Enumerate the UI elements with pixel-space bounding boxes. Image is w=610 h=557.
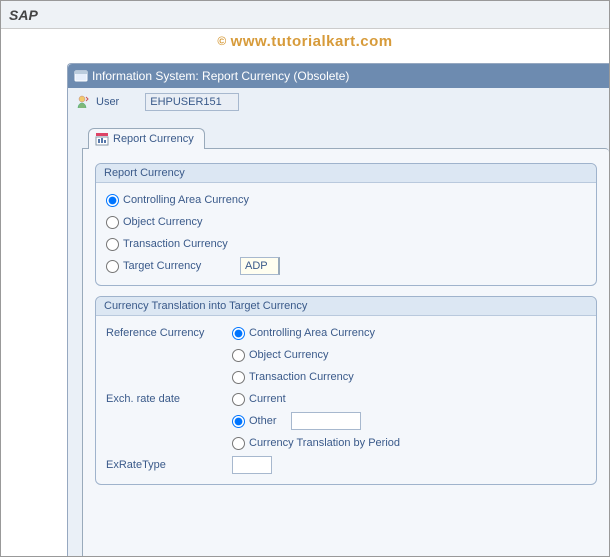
app-titlebar: SAP (1, 1, 609, 29)
group-report-currency: Report Currency Controlling Area Currenc… (95, 163, 597, 286)
radio-date-other[interactable]: Other (232, 415, 277, 428)
window-title: Information System: Report Currency (Obs… (92, 69, 349, 83)
user-row: User (68, 88, 609, 116)
report-icon (95, 132, 109, 146)
radio-controlling-area-currency[interactable]: Controlling Area Currency (106, 194, 249, 207)
radio-label: Currency Translation by Period (249, 437, 400, 449)
radio-input[interactable] (232, 437, 245, 450)
radio-label: Transaction Currency (123, 238, 228, 250)
watermark-text: www.tutorialkart.com (231, 33, 393, 50)
radio-label: Object Currency (123, 216, 202, 228)
radio-label: Controlling Area Currency (123, 194, 249, 206)
radio-ref-controlling[interactable]: Controlling Area Currency (232, 327, 375, 340)
target-currency-input[interactable] (240, 257, 280, 275)
tab-label: Report Currency (113, 133, 194, 145)
window-icon (74, 69, 88, 83)
radio-label: Object Currency (249, 349, 328, 361)
radio-input[interactable] (232, 371, 245, 384)
app-title: SAP (9, 7, 38, 23)
watermark: © www.tutorialkart.com (1, 29, 609, 53)
radio-input[interactable] (232, 327, 245, 340)
other-date-input[interactable] (291, 412, 361, 430)
group2-title: Currency Translation into Target Currenc… (96, 297, 596, 316)
radio-input[interactable] (106, 194, 119, 207)
window-titlebar: Information System: Report Currency (Obs… (68, 64, 609, 88)
user-input[interactable] (145, 93, 239, 111)
user-label: User (96, 96, 119, 108)
radio-transaction-currency[interactable]: Transaction Currency (106, 238, 228, 251)
radio-label: Transaction Currency (249, 371, 354, 383)
radio-label: Other (249, 415, 277, 427)
exratetype-label: ExRateType (106, 459, 232, 471)
radio-input[interactable] (232, 349, 245, 362)
radio-input[interactable] (106, 238, 119, 251)
workspace: Information System: Report Currency (Obs… (67, 63, 609, 556)
exch-rate-date-label: Exch. rate date (106, 393, 232, 405)
tab-panel: Report Currency Controlling Area Currenc… (82, 148, 609, 557)
reference-currency-label: Reference Currency (106, 327, 232, 339)
radio-label: Target Currency (123, 260, 201, 272)
group1-title: Report Currency (96, 164, 596, 183)
sap-window: SAP © www.tutorialkart.com Information S… (0, 0, 610, 557)
tabstrip: Report Currency (82, 128, 609, 149)
exratetype-input[interactable] (232, 456, 272, 474)
radio-target-currency[interactable]: Target Currency (106, 260, 232, 273)
radio-ref-object[interactable]: Object Currency (232, 349, 328, 362)
radio-input[interactable] (232, 415, 245, 428)
copyright-icon: © (217, 34, 226, 48)
radio-label: Current (249, 393, 286, 405)
tab-report-currency[interactable]: Report Currency (88, 128, 205, 149)
group-currency-translation: Currency Translation into Target Currenc… (95, 296, 597, 485)
user-icon (76, 94, 92, 110)
radio-input[interactable] (232, 393, 245, 406)
radio-label: Controlling Area Currency (249, 327, 375, 339)
radio-date-current[interactable]: Current (232, 393, 286, 406)
radio-input[interactable] (106, 216, 119, 229)
radio-date-by-period[interactable]: Currency Translation by Period (232, 437, 400, 450)
radio-object-currency[interactable]: Object Currency (106, 216, 202, 229)
radio-ref-transaction[interactable]: Transaction Currency (232, 371, 354, 384)
radio-input[interactable] (106, 260, 119, 273)
